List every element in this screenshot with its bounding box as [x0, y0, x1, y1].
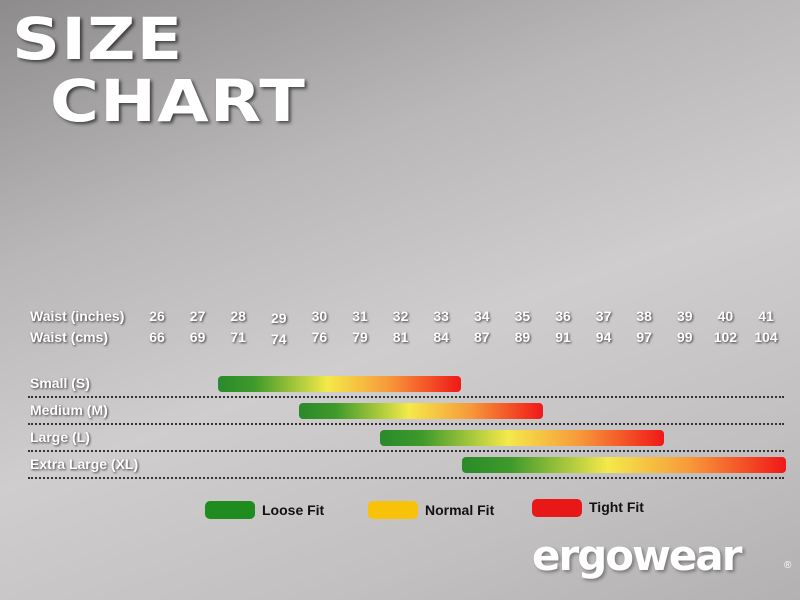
waist-inches-value: 34 — [474, 308, 490, 324]
legend-label: Tight Fit — [589, 499, 644, 515]
waist-inches-value: 32 — [392, 308, 409, 324]
waist-cms-value: 79 — [352, 329, 368, 345]
waist-inches-value: 37 — [595, 308, 612, 324]
waist-cms-value: 91 — [555, 329, 571, 345]
row-divider — [28, 396, 784, 398]
legend-swatch — [205, 501, 255, 519]
waist-cms-value: 104 — [754, 329, 778, 345]
waist-inches-value: 27 — [189, 308, 206, 324]
waist-inches-value: 41 — [758, 308, 774, 324]
waist-cms-value: 76 — [311, 329, 328, 345]
row-divider — [28, 450, 784, 452]
size-label: Medium (M) — [30, 402, 108, 418]
legend-label: Normal Fit — [425, 502, 495, 518]
waist-cms-value: 71 — [230, 329, 246, 345]
waist-inches-value: 39 — [677, 308, 693, 324]
waist-cms-value: 69 — [189, 329, 206, 345]
size-label: Large (L) — [30, 429, 90, 445]
waist-cms-value: 84 — [433, 329, 449, 345]
waist-inches-value: 40 — [717, 308, 734, 324]
legend-swatch — [532, 499, 582, 517]
waist-cms-value: 74 — [271, 331, 287, 347]
row-divider — [28, 477, 784, 479]
waist-inches-value: 35 — [514, 308, 531, 324]
row-divider — [28, 423, 784, 425]
registered-mark: ® — [784, 560, 792, 571]
waist-cms-header: Waist (cms) — [30, 329, 109, 345]
waist-cms-value: 81 — [392, 329, 409, 345]
waist-cms-value: 97 — [636, 329, 652, 345]
waist-inches-value: 26 — [149, 308, 165, 324]
size-label: Extra Large (XL) — [30, 456, 139, 472]
size-label: Small (S) — [30, 375, 90, 391]
legend-swatch — [368, 501, 418, 519]
ergowear-logo: ergowear — [532, 531, 742, 580]
waist-cms-value: 89 — [514, 329, 531, 345]
waist-cms-value: 102 — [713, 329, 738, 345]
waist-inches-value: 31 — [352, 308, 368, 324]
waist-cms-value: 87 — [474, 329, 490, 345]
title-chart: CHART — [50, 67, 307, 135]
waist-cms-value: 66 — [149, 329, 165, 345]
waist-cms-value: 94 — [595, 329, 612, 345]
waist-inches-value: 33 — [433, 308, 449, 324]
waist-inches-value: 30 — [311, 308, 328, 324]
waist-inches-value: 29 — [271, 310, 287, 326]
size-range-bar — [380, 430, 665, 446]
size-range-bar — [217, 376, 462, 392]
legend-label: Loose Fit — [262, 502, 325, 518]
size-range-bar — [461, 457, 787, 473]
waist-inches-value: 36 — [555, 308, 571, 324]
waist-cms-value: 99 — [677, 329, 693, 345]
size-range-bar — [299, 403, 543, 419]
waist-inches-header: Waist (inches) — [30, 308, 125, 324]
waist-inches-value: 28 — [230, 308, 246, 324]
title-size: SIZE — [12, 5, 184, 73]
waist-inches-value: 38 — [636, 308, 652, 324]
